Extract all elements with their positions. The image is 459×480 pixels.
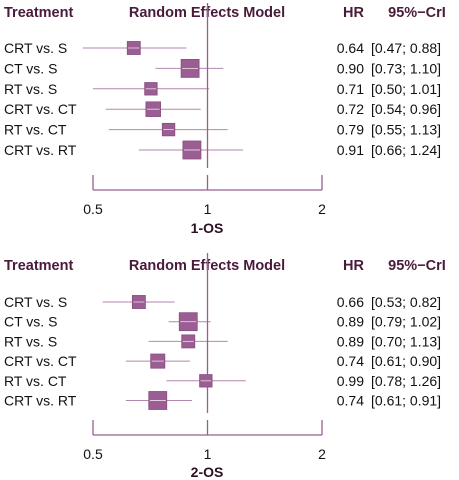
hr-value: 0.89 [337, 333, 364, 349]
ci-value: [0.53; 0.82] [371, 294, 441, 310]
ci-value: [0.78; 1.26] [371, 373, 441, 389]
hr-value: 0.64 [337, 40, 364, 56]
panel-caption: 2-OS [191, 464, 224, 480]
forest-panel-1: Treatment Random Effects Model HR 95%−CrICR… [4, 3, 446, 236]
hr-value: 0.90 [337, 60, 364, 76]
hr-value: 0.79 [337, 122, 364, 138]
hr-value: 0.66 [337, 294, 364, 310]
hr-value: 0.91 [337, 142, 364, 158]
row-label: RT vs. S [4, 333, 57, 349]
header-treatment: Treatment [4, 5, 73, 21]
header-ci: 95%−CrI [388, 5, 446, 21]
hr-value: 0.74 [337, 353, 364, 369]
ci-value: [0.73; 1.10] [371, 60, 441, 76]
hr-value: 0.89 [337, 314, 364, 330]
ci-value: [0.54; 0.96] [371, 101, 441, 117]
x-tick-label: 0.5 [83, 201, 103, 217]
row-label: CT vs. S [4, 60, 57, 76]
ci-value: [0.79; 1.02] [371, 314, 441, 330]
forest-panel-2: Treatment Random Effects Model HR 95%−CrICR… [4, 253, 446, 480]
header-treatment: Treatment [4, 258, 73, 274]
row-label: RT vs. CT [4, 122, 67, 138]
row-label: CRT vs. S [4, 294, 67, 310]
ci-value: [0.47; 0.88] [371, 40, 441, 56]
ci-value: [0.70; 1.13] [371, 333, 441, 349]
row-label: RT vs. S [4, 81, 57, 97]
ci-value: [0.61; 0.90] [371, 353, 441, 369]
hr-value: 0.71 [337, 81, 364, 97]
x-tick-label: 0.5 [83, 446, 103, 462]
ci-value: [0.66; 1.24] [371, 142, 441, 158]
x-tick-label: 2 [318, 201, 326, 217]
hr-value: 0.74 [337, 393, 364, 409]
row-label: RT vs. CT [4, 373, 67, 389]
ci-value: [0.50; 1.01] [371, 81, 441, 97]
header-ci: 95%−CrI [388, 258, 446, 274]
ci-value: [0.55; 1.13] [371, 122, 441, 138]
row-label: CRT vs. CT [4, 101, 77, 117]
row-label: CRT vs. RT [4, 142, 77, 158]
x-tick-label: 1 [204, 446, 212, 462]
panel-caption: 1-OS [191, 220, 224, 236]
x-tick-label: 1 [204, 201, 212, 217]
hr-value: 0.99 [337, 373, 364, 389]
x-tick-label: 2 [318, 446, 326, 462]
row-label: CT vs. S [4, 314, 57, 330]
header-hr: HR [343, 5, 364, 21]
ci-value: [0.61; 0.91] [371, 393, 441, 409]
row-label: CRT vs. RT [4, 393, 77, 409]
header-hr: HR [343, 258, 364, 274]
row-label: CRT vs. CT [4, 353, 77, 369]
hr-value: 0.72 [337, 101, 364, 117]
row-label: CRT vs. S [4, 40, 67, 56]
